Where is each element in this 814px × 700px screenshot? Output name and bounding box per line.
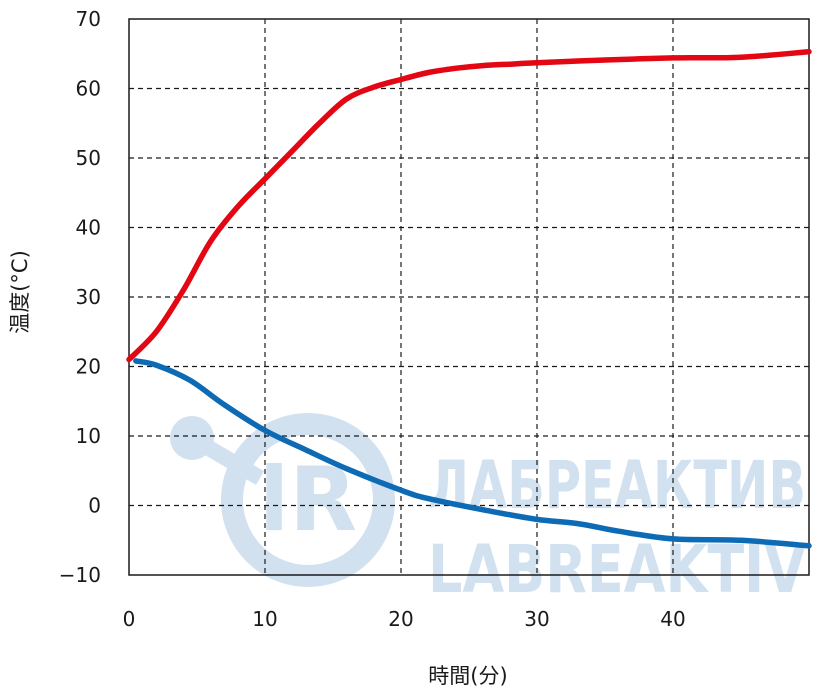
x-tick-label: 0 — [123, 607, 136, 631]
series-lines — [126, 48, 812, 549]
x-tick-label: 10 — [252, 607, 277, 631]
watermark-monogram: lR — [259, 448, 357, 551]
watermark-node — [170, 416, 214, 460]
y-tick-label: 20 — [76, 355, 101, 379]
series-line-2 — [133, 358, 812, 549]
plot-area-border — [128, 18, 810, 576]
y-tick-label: 70 — [76, 7, 101, 31]
watermark-ring — [221, 413, 395, 587]
y-tick-label: 60 — [76, 77, 101, 101]
series-line-1 — [126, 48, 812, 363]
watermark-text-latin: LABREAKTIV — [428, 531, 806, 608]
y-tick-label: 40 — [76, 216, 101, 240]
x-tick-label: 40 — [660, 607, 685, 631]
y-tick-label: 0 — [88, 494, 101, 518]
x-tick-label: 20 — [388, 607, 413, 631]
x-axis-ticks: 0 10 20 30 40 — [123, 607, 686, 631]
y-tick-label: 30 — [76, 285, 101, 309]
watermark-logo: lR ЛАБРЕАКТИВ LABREAKTIV — [170, 413, 806, 608]
y-tick-label: 50 — [76, 146, 101, 170]
y-axis-ticks: −10 0 10 20 30 40 50 60 70 — [59, 7, 101, 587]
y-axis-title: 温度(°C) — [8, 250, 32, 334]
y-tick-label: −10 — [59, 563, 101, 587]
x-axis-title: 時間(分) — [428, 664, 507, 688]
grid-lines — [129, 19, 809, 575]
y-tick-label: 10 — [76, 424, 101, 448]
x-tick-label: 30 — [524, 607, 549, 631]
